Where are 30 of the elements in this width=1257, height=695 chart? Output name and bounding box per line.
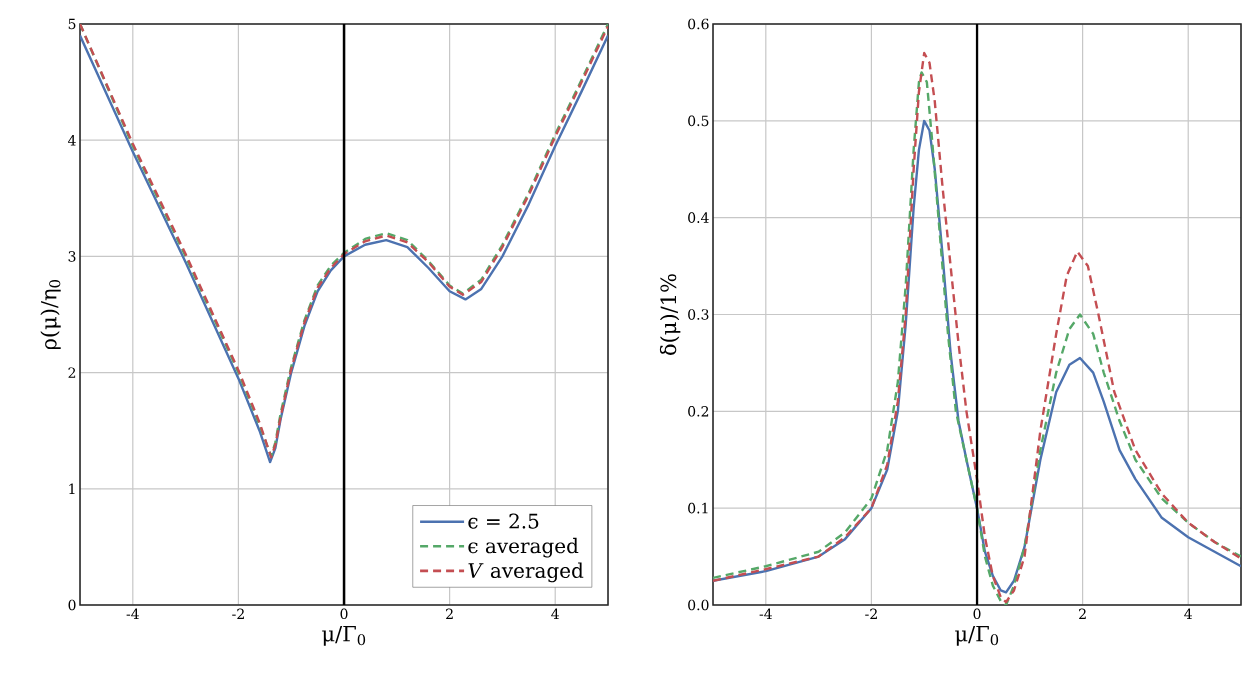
x-tick-label: -2 [232, 608, 244, 619]
y-tick-label: 1 [69, 483, 75, 494]
y-tick-label: 3 [68, 251, 76, 262]
x-tick-label: 2 [1079, 608, 1086, 619]
x-axis-title: μ/Γ$_{0}$ [322, 625, 366, 646]
x-tick-label: 2 [446, 608, 453, 619]
y-tick-label: 4 [68, 134, 76, 146]
y-tick-label: 0.1 [688, 502, 708, 514]
y-tick-label: 0.4 [688, 212, 709, 223]
x-tick-label: -2 [865, 608, 877, 619]
x-axis-title: μ/Γ$_{0}$ [955, 625, 999, 646]
legend-label: ϵ averaged [468, 537, 579, 558]
x-tick-label: -4 [759, 608, 772, 619]
y-tick-label: 0.2 [688, 406, 709, 417]
x-tick-label: 4 [551, 608, 559, 619]
y-tick-label: 0.3 [688, 309, 709, 320]
legend-label: V averaged [468, 562, 584, 583]
legend-label: ϵ = 2.5 [468, 513, 539, 529]
x-tick-label: -4 [126, 608, 139, 619]
x-tick-label: 0 [973, 608, 981, 620]
y-tick-label: 0 [68, 599, 76, 611]
x-tick-label: 4 [1184, 608, 1192, 619]
y-tick-label: 0.0 [688, 599, 709, 611]
x-tick-label: 0 [340, 608, 348, 620]
y-tick-label: 0.5 [688, 115, 709, 127]
y-axis-title: δ(μ)/1% [659, 274, 681, 355]
y-tick-label: 0.6 [688, 18, 709, 30]
y-tick-label: 5 [68, 18, 76, 30]
y-tick-label: 2 [68, 367, 76, 378]
y-axis-title: ρ(μ)/η$_{0}$ [40, 280, 61, 350]
